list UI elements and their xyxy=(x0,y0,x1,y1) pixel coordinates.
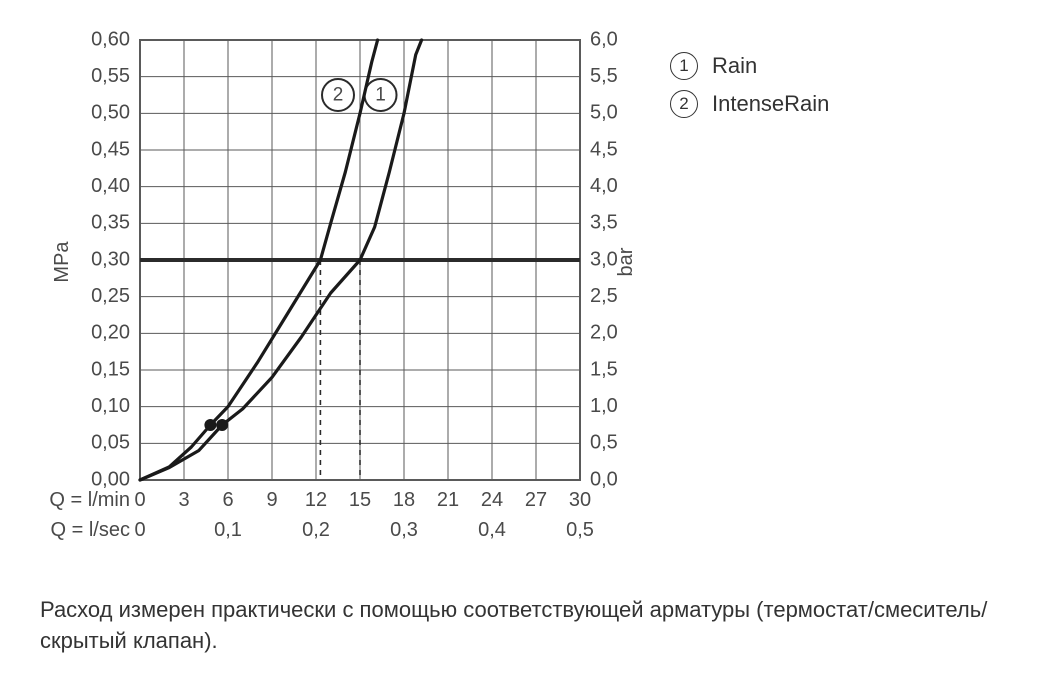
flow-pressure-chart: 120,000,050,100,150,200,250,300,350,400,… xyxy=(30,10,650,575)
svg-text:0: 0 xyxy=(134,489,145,511)
legend-number-icon: 2 xyxy=(670,90,698,118)
chart-svg: 120,000,050,100,150,200,250,300,350,400,… xyxy=(30,10,650,570)
legend-item: 2 IntenseRain xyxy=(670,90,829,118)
svg-text:0,15: 0,15 xyxy=(91,358,130,380)
svg-text:2,5: 2,5 xyxy=(590,285,618,307)
svg-text:Q = l/sec: Q = l/sec xyxy=(51,519,130,541)
svg-text:0,50: 0,50 xyxy=(91,102,130,124)
legend-item: 1 Rain xyxy=(670,52,829,80)
svg-text:Q = l/min: Q = l/min xyxy=(49,489,130,511)
legend-number-icon: 1 xyxy=(670,52,698,80)
svg-text:9: 9 xyxy=(266,489,277,511)
svg-text:0,5: 0,5 xyxy=(566,519,594,541)
svg-text:0,60: 0,60 xyxy=(91,28,130,50)
svg-text:2: 2 xyxy=(333,85,344,106)
svg-text:0,5: 0,5 xyxy=(590,432,618,454)
svg-text:30: 30 xyxy=(569,489,591,511)
legend: 1 Rain 2 IntenseRain xyxy=(670,52,829,128)
svg-text:0,30: 0,30 xyxy=(91,248,130,270)
svg-text:0: 0 xyxy=(134,519,145,541)
svg-text:0,3: 0,3 xyxy=(390,519,418,541)
svg-text:6,0: 6,0 xyxy=(590,28,618,50)
svg-text:15: 15 xyxy=(349,489,371,511)
svg-text:0,20: 0,20 xyxy=(91,322,130,344)
caption-text: Расход измерен практически с помощью соо… xyxy=(40,595,1000,657)
svg-text:0,25: 0,25 xyxy=(91,285,130,307)
svg-text:2,0: 2,0 xyxy=(590,322,618,344)
svg-text:1: 1 xyxy=(375,85,386,106)
svg-text:6: 6 xyxy=(222,489,233,511)
svg-text:0,4: 0,4 xyxy=(478,519,506,541)
svg-text:0,05: 0,05 xyxy=(91,432,130,454)
svg-text:0,55: 0,55 xyxy=(91,65,130,87)
svg-text:0,00: 0,00 xyxy=(91,468,130,490)
svg-text:1,5: 1,5 xyxy=(590,358,618,380)
svg-text:0,10: 0,10 xyxy=(91,395,130,417)
svg-text:1,0: 1,0 xyxy=(590,395,618,417)
svg-text:3: 3 xyxy=(178,489,189,511)
svg-text:0,0: 0,0 xyxy=(590,468,618,490)
svg-text:bar: bar xyxy=(615,247,637,276)
svg-text:0,40: 0,40 xyxy=(91,175,130,197)
svg-text:0,35: 0,35 xyxy=(91,212,130,234)
svg-text:5,0: 5,0 xyxy=(590,102,618,124)
page-root: 120,000,050,100,150,200,250,300,350,400,… xyxy=(0,0,1059,675)
legend-label: IntenseRain xyxy=(712,91,829,117)
svg-text:MPa: MPa xyxy=(51,241,73,283)
svg-text:5,5: 5,5 xyxy=(590,65,618,87)
svg-text:0,2: 0,2 xyxy=(302,519,330,541)
svg-text:0,1: 0,1 xyxy=(214,519,242,541)
svg-text:4,5: 4,5 xyxy=(590,138,618,160)
svg-text:4,0: 4,0 xyxy=(590,175,618,197)
legend-label: Rain xyxy=(712,53,757,79)
svg-text:3,0: 3,0 xyxy=(590,248,618,270)
svg-text:18: 18 xyxy=(393,489,415,511)
svg-text:3,5: 3,5 xyxy=(590,212,618,234)
svg-text:21: 21 xyxy=(437,489,459,511)
svg-text:0,45: 0,45 xyxy=(91,138,130,160)
svg-text:27: 27 xyxy=(525,489,547,511)
svg-text:24: 24 xyxy=(481,489,503,511)
svg-text:12: 12 xyxy=(305,489,327,511)
